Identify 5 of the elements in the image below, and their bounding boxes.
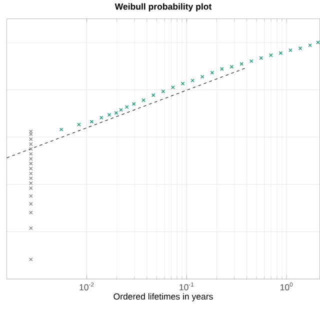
- x-tick-label: 10$^{-2}$: [80, 282, 94, 290]
- x-tick-label: 10$^{-1}$: [180, 282, 194, 290]
- x-tick-label: 10$^{0}$: [280, 282, 293, 290]
- chart-title: Weibull probability plot: [114, 3, 212, 12]
- x-axis-title: Ordered lifetimes in years: [114, 293, 213, 302]
